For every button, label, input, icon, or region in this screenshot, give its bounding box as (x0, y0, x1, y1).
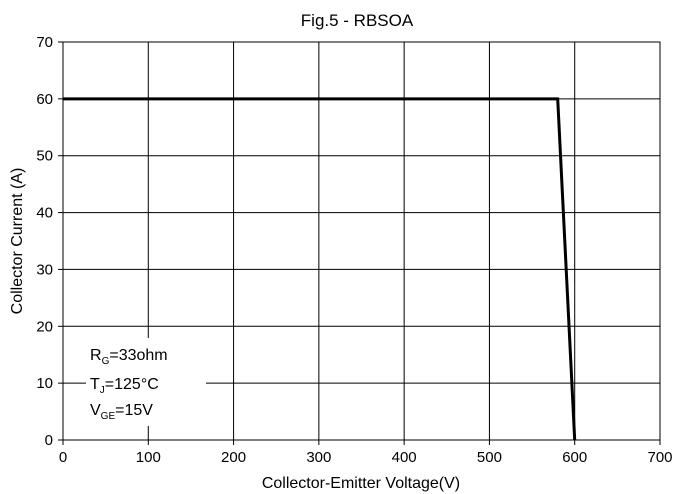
x-tick-label: 500 (477, 449, 502, 466)
annotation-subscript: G (102, 356, 110, 367)
y-axis-label: Collector Current (A) (9, 168, 26, 315)
y-tick-label: 20 (36, 318, 53, 335)
annotation-subscript: J (100, 385, 105, 396)
series-group (63, 97, 577, 441)
y-tick-label: 0 (45, 432, 53, 449)
series-line (63, 97, 577, 441)
chart-title: Fig.5 - RBSOA (301, 11, 414, 30)
y-tick-label: 30 (36, 261, 53, 278)
annotation-line: VGE=15V (90, 402, 153, 422)
annotation-value: =15V (115, 402, 153, 419)
y-tick-label: 70 (36, 34, 53, 51)
x-tick-label: 600 (562, 449, 587, 466)
y-tick-label: 60 (36, 91, 53, 108)
y-tick-labels: 0 10 20 30 40 50 60 70 (36, 34, 63, 449)
annotation-subscript: GE (101, 411, 116, 422)
annotation-background (86, 338, 206, 426)
x-tick-labels: 0 100 200 300 400 500 600 700 (59, 440, 673, 466)
annotation-line: TJ=125°C (90, 376, 159, 396)
annotation-value: =33ohm (109, 347, 167, 364)
x-tick-label: 700 (647, 449, 672, 466)
y-tick-label: 50 (36, 148, 53, 165)
plot-frame (62, 41, 661, 441)
annotation-symbol: R (90, 347, 102, 364)
x-tick-label: 200 (221, 449, 246, 466)
y-tick-label: 40 (36, 205, 53, 222)
annotation-symbol: V (90, 402, 101, 419)
annotation-symbol: T (90, 376, 100, 393)
x-tick-label: 300 (306, 449, 331, 466)
y-tick-label: 10 (36, 375, 53, 392)
annotation-value: =125°C (105, 376, 159, 393)
x-axis-label: Collector-Emitter Voltage(V) (262, 475, 460, 492)
x-tick-label: 100 (136, 449, 161, 466)
x-tick-label: 400 (392, 449, 417, 466)
x-tick-label: 0 (59, 449, 67, 466)
annotation-line: RG=33ohm (90, 347, 168, 367)
